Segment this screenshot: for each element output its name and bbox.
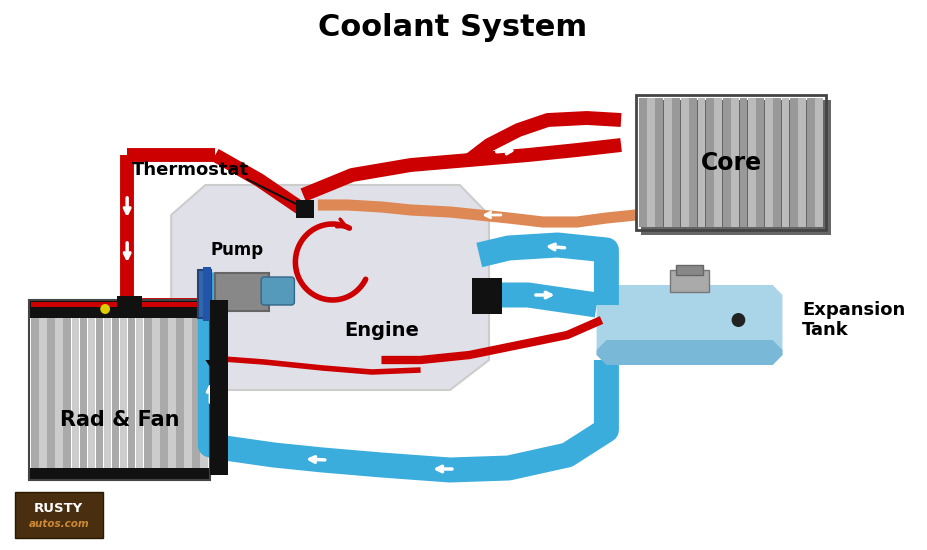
- Polygon shape: [171, 185, 489, 390]
- Bar: [798, 98, 806, 227]
- Text: RUSTY: RUSTY: [34, 502, 83, 515]
- Bar: [95, 318, 103, 468]
- Text: autos.com: autos.com: [29, 519, 89, 529]
- Bar: [680, 98, 689, 227]
- Bar: [781, 98, 790, 227]
- Text: Expansion
Tank: Expansion Tank: [802, 301, 906, 339]
- Bar: [641, 100, 832, 235]
- Bar: [118, 296, 142, 316]
- Bar: [47, 318, 55, 468]
- Bar: [215, 273, 269, 311]
- Bar: [473, 278, 502, 314]
- Text: Rad & Fan: Rad & Fan: [60, 410, 180, 430]
- Bar: [748, 98, 756, 227]
- Bar: [112, 318, 120, 468]
- Bar: [815, 98, 823, 227]
- Bar: [664, 98, 672, 227]
- Text: Coolant System: Coolant System: [318, 14, 588, 42]
- Bar: [192, 318, 200, 468]
- Polygon shape: [597, 285, 782, 365]
- Bar: [756, 98, 764, 227]
- Polygon shape: [206, 360, 225, 375]
- Bar: [30, 468, 210, 480]
- Text: Thermostat: Thermostat: [133, 161, 249, 179]
- Bar: [670, 270, 709, 292]
- Bar: [676, 265, 704, 275]
- Bar: [740, 98, 747, 227]
- Bar: [715, 98, 722, 227]
- Bar: [136, 318, 144, 468]
- Text: Pump: Pump: [210, 241, 263, 259]
- Bar: [773, 98, 781, 227]
- Polygon shape: [597, 340, 782, 365]
- Circle shape: [731, 313, 745, 327]
- Text: Engine: Engine: [344, 321, 419, 339]
- Bar: [723, 98, 730, 227]
- Bar: [203, 267, 211, 321]
- Bar: [30, 300, 210, 480]
- Bar: [636, 95, 827, 230]
- Bar: [15, 492, 103, 538]
- Bar: [176, 318, 184, 468]
- FancyBboxPatch shape: [261, 277, 295, 305]
- Bar: [160, 318, 168, 468]
- Bar: [88, 318, 95, 468]
- Bar: [56, 318, 63, 468]
- Bar: [200, 318, 208, 468]
- Bar: [71, 318, 79, 468]
- Bar: [63, 318, 71, 468]
- Bar: [152, 318, 159, 468]
- Bar: [197, 270, 211, 318]
- Bar: [731, 98, 739, 227]
- Bar: [655, 98, 664, 227]
- Bar: [168, 318, 175, 468]
- Bar: [184, 318, 192, 468]
- Bar: [80, 318, 87, 468]
- Text: Core: Core: [701, 151, 762, 174]
- Bar: [30, 300, 210, 318]
- Bar: [128, 318, 135, 468]
- Bar: [672, 98, 680, 227]
- Bar: [297, 200, 314, 218]
- Bar: [647, 98, 655, 227]
- Bar: [689, 98, 697, 227]
- Bar: [120, 318, 127, 468]
- Bar: [39, 318, 47, 468]
- Bar: [697, 98, 705, 227]
- Bar: [32, 302, 209, 307]
- Bar: [639, 98, 647, 227]
- Circle shape: [100, 304, 110, 314]
- Bar: [144, 318, 151, 468]
- Bar: [705, 98, 714, 227]
- Bar: [104, 318, 111, 468]
- Bar: [210, 300, 228, 475]
- Bar: [790, 98, 798, 227]
- Bar: [765, 98, 772, 227]
- Bar: [806, 98, 815, 227]
- Bar: [32, 318, 39, 468]
